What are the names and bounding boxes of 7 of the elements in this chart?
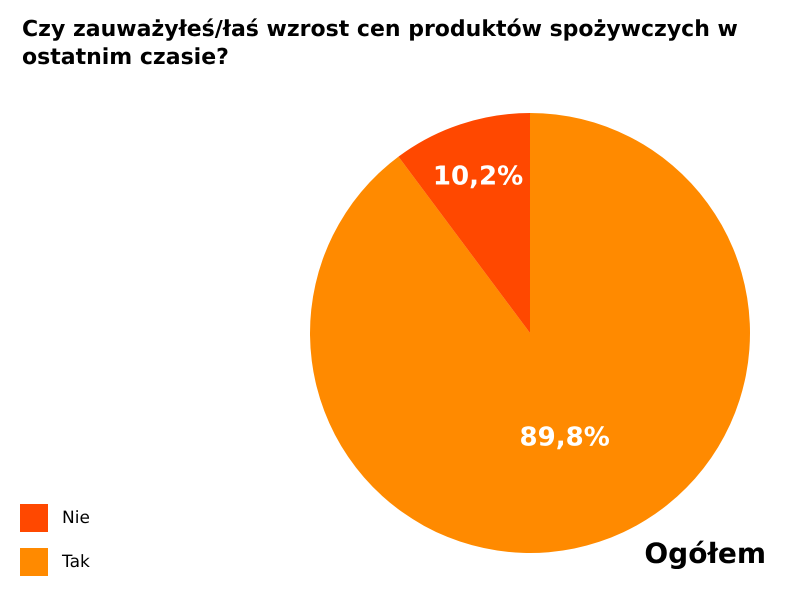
chart-title: Czy zauważyłeś/łaś wzrost cen produktów spożywczych w ostatnim czasie? [22, 16, 739, 72]
pie-slice [398, 113, 530, 333]
text: Ogółem [644, 537, 766, 570]
legend-label: Tak [62, 552, 90, 572]
data-label: 89,8% [520, 422, 610, 452]
legend-label: Nie [62, 508, 90, 528]
data-label: 10,2% [432, 161, 524, 192]
